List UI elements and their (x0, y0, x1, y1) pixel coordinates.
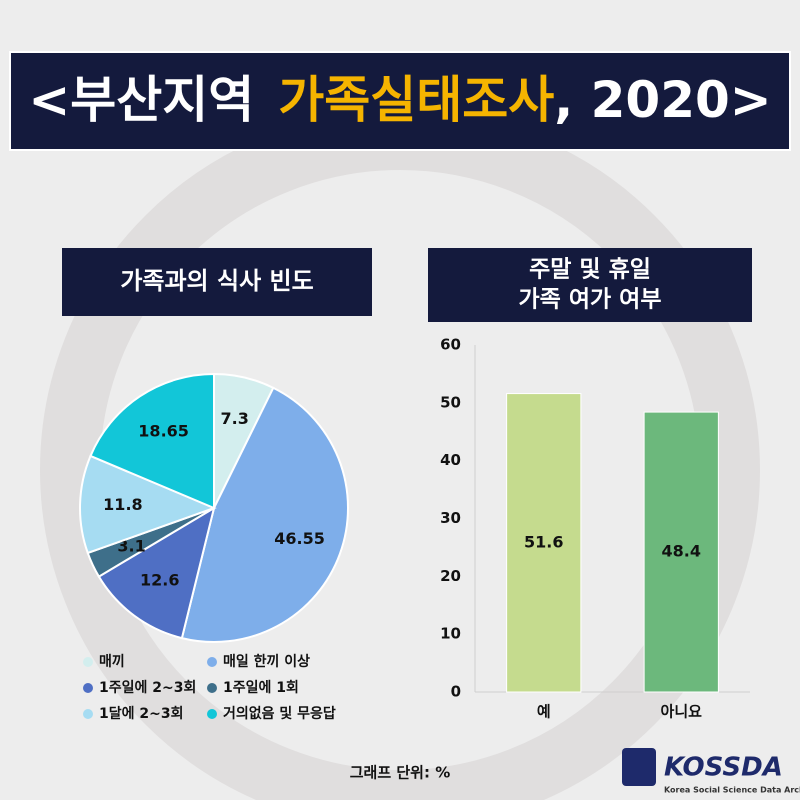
y-tick-label: 10 (440, 625, 461, 643)
data-label: 7.3 (221, 409, 249, 428)
title-suffix: , 2020> (554, 71, 771, 129)
legend-marker (83, 683, 93, 693)
chart-title: 가족 여가 여부 (519, 287, 662, 313)
legend-marker (207, 709, 217, 719)
data-label: 51.6 (524, 532, 563, 551)
y-tick-label: 0 (451, 683, 461, 701)
pie-slice (180, 386, 349, 643)
logo-subtitle: Korea Social Science Data Archive (664, 786, 800, 795)
legend-label: 거의없음 및 무응답 (223, 705, 336, 722)
pie-slice (79, 454, 217, 555)
legend-label: 1주일에 1회 (223, 680, 299, 696)
y-tick-label: 40 (440, 451, 461, 469)
data-label: 12.6 (140, 571, 179, 590)
legend-marker (207, 657, 217, 667)
title-prefix: <부산지역 (28, 71, 254, 129)
legend-label: 매일 한끼 이상 (223, 653, 310, 670)
chart-title-box (62, 248, 372, 316)
y-tick-label: 30 (440, 509, 461, 527)
pie-slice (89, 372, 215, 510)
chart-title: 주말 및 휴일 (529, 257, 651, 283)
y-tick-label: 20 (440, 567, 461, 585)
data-label: 11.8 (103, 495, 142, 514)
y-tick-label: 60 (440, 336, 461, 354)
pie-slice (97, 505, 216, 640)
y-tick-label: 50 (440, 393, 461, 411)
legend-marker (83, 709, 93, 719)
title-highlight: 가족실태조사 (278, 71, 554, 129)
chart-title: 가족과의 식사 빈도 (120, 267, 313, 295)
x-tick-label: 예 (537, 703, 551, 721)
page-title: <부산지역 가족실태조사, 2020> (28, 71, 771, 129)
title-banner (9, 51, 791, 151)
x-tick-label: 아니요 (661, 703, 703, 721)
data-label: 18.65 (138, 422, 189, 441)
bar (506, 393, 582, 693)
data-label: 46.55 (274, 529, 325, 548)
logo-name: KOSSDA (664, 753, 783, 783)
chart-title-box (428, 248, 752, 322)
legend-marker (207, 683, 217, 693)
legend-label: 매끼 (99, 654, 125, 670)
legend-label: 1주일에 2~3회 (99, 680, 196, 696)
data-label: 48.4 (662, 542, 701, 561)
footnote: 그래프 단위: % (350, 764, 450, 782)
legend-marker (83, 657, 93, 667)
logo-emblem (622, 748, 656, 786)
legend-label: 1달에 2~3회 (99, 706, 183, 722)
data-label: 3.1 (117, 536, 145, 555)
bar (643, 411, 719, 693)
